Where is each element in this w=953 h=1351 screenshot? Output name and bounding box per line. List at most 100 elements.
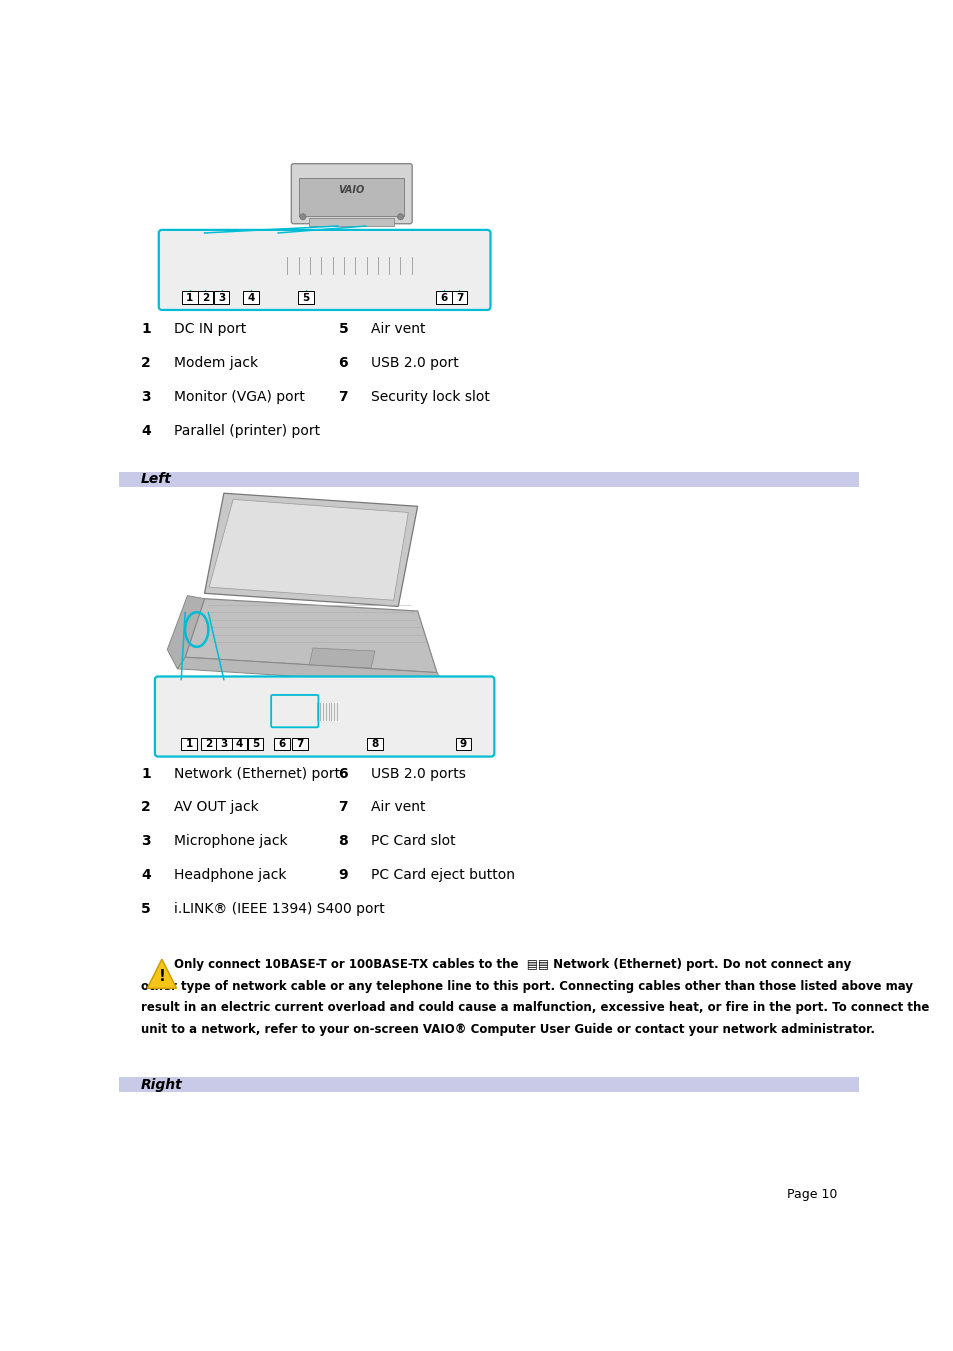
Polygon shape [204,493,417,607]
Bar [456,262,462,267]
Bar [348,703,408,720]
Text: 2: 2 [141,357,151,370]
Bar [274,738,290,750]
Circle shape [439,261,448,269]
Text: Monitor (VGA) port: Monitor (VGA) port [173,390,304,404]
Circle shape [299,213,306,220]
FancyBboxPatch shape [158,230,490,309]
FancyBboxPatch shape [162,682,487,739]
Bar [200,738,216,750]
Text: PC Card eject button: PC Card eject button [371,869,515,882]
Text: 4: 4 [247,293,254,303]
Polygon shape [167,596,204,669]
Bar [119,471,858,488]
Bar [232,738,247,750]
Text: 4: 4 [235,739,243,750]
Text: 3: 3 [220,739,227,750]
Bar [284,257,422,274]
Text: USB 2.0 ports: USB 2.0 ports [371,766,465,781]
Bar [436,292,452,304]
Text: AV OUT jack: AV OUT jack [173,800,258,815]
Ellipse shape [162,689,178,731]
Text: i.LINK® (IEEE 1394) S400 port: i.LINK® (IEEE 1394) S400 port [173,902,384,916]
Circle shape [249,267,251,269]
Circle shape [397,213,403,220]
Bar [298,292,314,304]
Text: 1: 1 [186,293,193,303]
Text: Headphone jack: Headphone jack [173,869,286,882]
Text: Left: Left [141,473,172,486]
Circle shape [238,270,240,273]
Text: 7: 7 [295,739,303,750]
Text: 9: 9 [459,739,466,750]
Text: unit to a network, refer to your on-screen VAIO® Computer User Guide or contact : unit to a network, refer to your on-scre… [141,1023,874,1036]
Text: 5: 5 [252,739,259,750]
Text: other type of network cable or any telephone line to this port. Connecting cable: other type of network cable or any telep… [141,979,912,993]
Bar [309,219,394,226]
FancyBboxPatch shape [154,677,494,757]
Polygon shape [185,598,436,673]
FancyBboxPatch shape [172,236,476,293]
Polygon shape [147,959,176,989]
Circle shape [244,267,245,269]
FancyBboxPatch shape [291,163,412,224]
Circle shape [244,274,245,276]
Circle shape [254,270,256,273]
Bar [216,259,226,270]
Circle shape [260,270,261,273]
Text: 4: 4 [141,869,151,882]
Text: Air vent: Air vent [371,323,425,336]
Text: 2: 2 [141,800,151,815]
Text: 5: 5 [338,323,348,336]
Bar [243,292,258,304]
Circle shape [203,705,213,716]
Bar [182,292,197,304]
Bar [234,258,267,273]
Bar [197,292,213,304]
Polygon shape [309,648,375,667]
Text: !: ! [158,969,165,985]
Text: Network (Ethernet) port: Network (Ethernet) port [173,766,339,781]
Circle shape [254,267,256,269]
Circle shape [184,259,195,270]
Text: Modem jack: Modem jack [173,357,257,370]
Text: DC IN port: DC IN port [173,323,246,336]
Text: 6: 6 [278,739,285,750]
Bar [172,235,476,239]
Bar [452,292,467,304]
Circle shape [249,274,251,276]
Text: 4: 4 [141,424,151,438]
Text: 1: 1 [141,766,151,781]
Text: PC Card slot: PC Card slot [371,835,456,848]
Circle shape [234,705,244,716]
Text: Only connect 10BASE-T or 100BASE-TX cables to the  ▤▤ Network (Ethernet) port. D: Only connect 10BASE-T or 100BASE-TX cabl… [141,958,850,971]
Bar [252,705,259,716]
Circle shape [238,267,240,269]
Text: 7: 7 [456,293,462,303]
Bar [294,703,305,720]
Text: 8: 8 [338,835,348,848]
Circle shape [249,270,251,273]
Text: result in an electric current overload and could cause a malfunction, excessive : result in an electric current overload a… [141,1001,928,1015]
Text: Page 10: Page 10 [785,1188,836,1201]
Bar [248,738,263,750]
Text: 5: 5 [302,293,310,303]
Bar [213,292,229,304]
Text: VAIO: VAIO [338,185,364,195]
Text: 5: 5 [141,902,151,916]
Text: Microphone jack: Microphone jack [173,835,287,848]
Text: 6: 6 [440,293,447,303]
Text: 2: 2 [201,293,209,303]
Text: USB 2.0 port: USB 2.0 port [371,357,458,370]
Bar [200,259,210,270]
Polygon shape [177,657,444,686]
Text: Parallel (printer) port: Parallel (printer) port [173,424,319,438]
Text: Right: Right [141,1078,183,1092]
Bar [276,703,287,720]
Circle shape [244,270,245,273]
Circle shape [254,274,256,276]
Bar [292,738,307,750]
Text: 8: 8 [371,739,378,750]
Text: 1: 1 [141,323,151,336]
Text: 7: 7 [338,800,348,815]
